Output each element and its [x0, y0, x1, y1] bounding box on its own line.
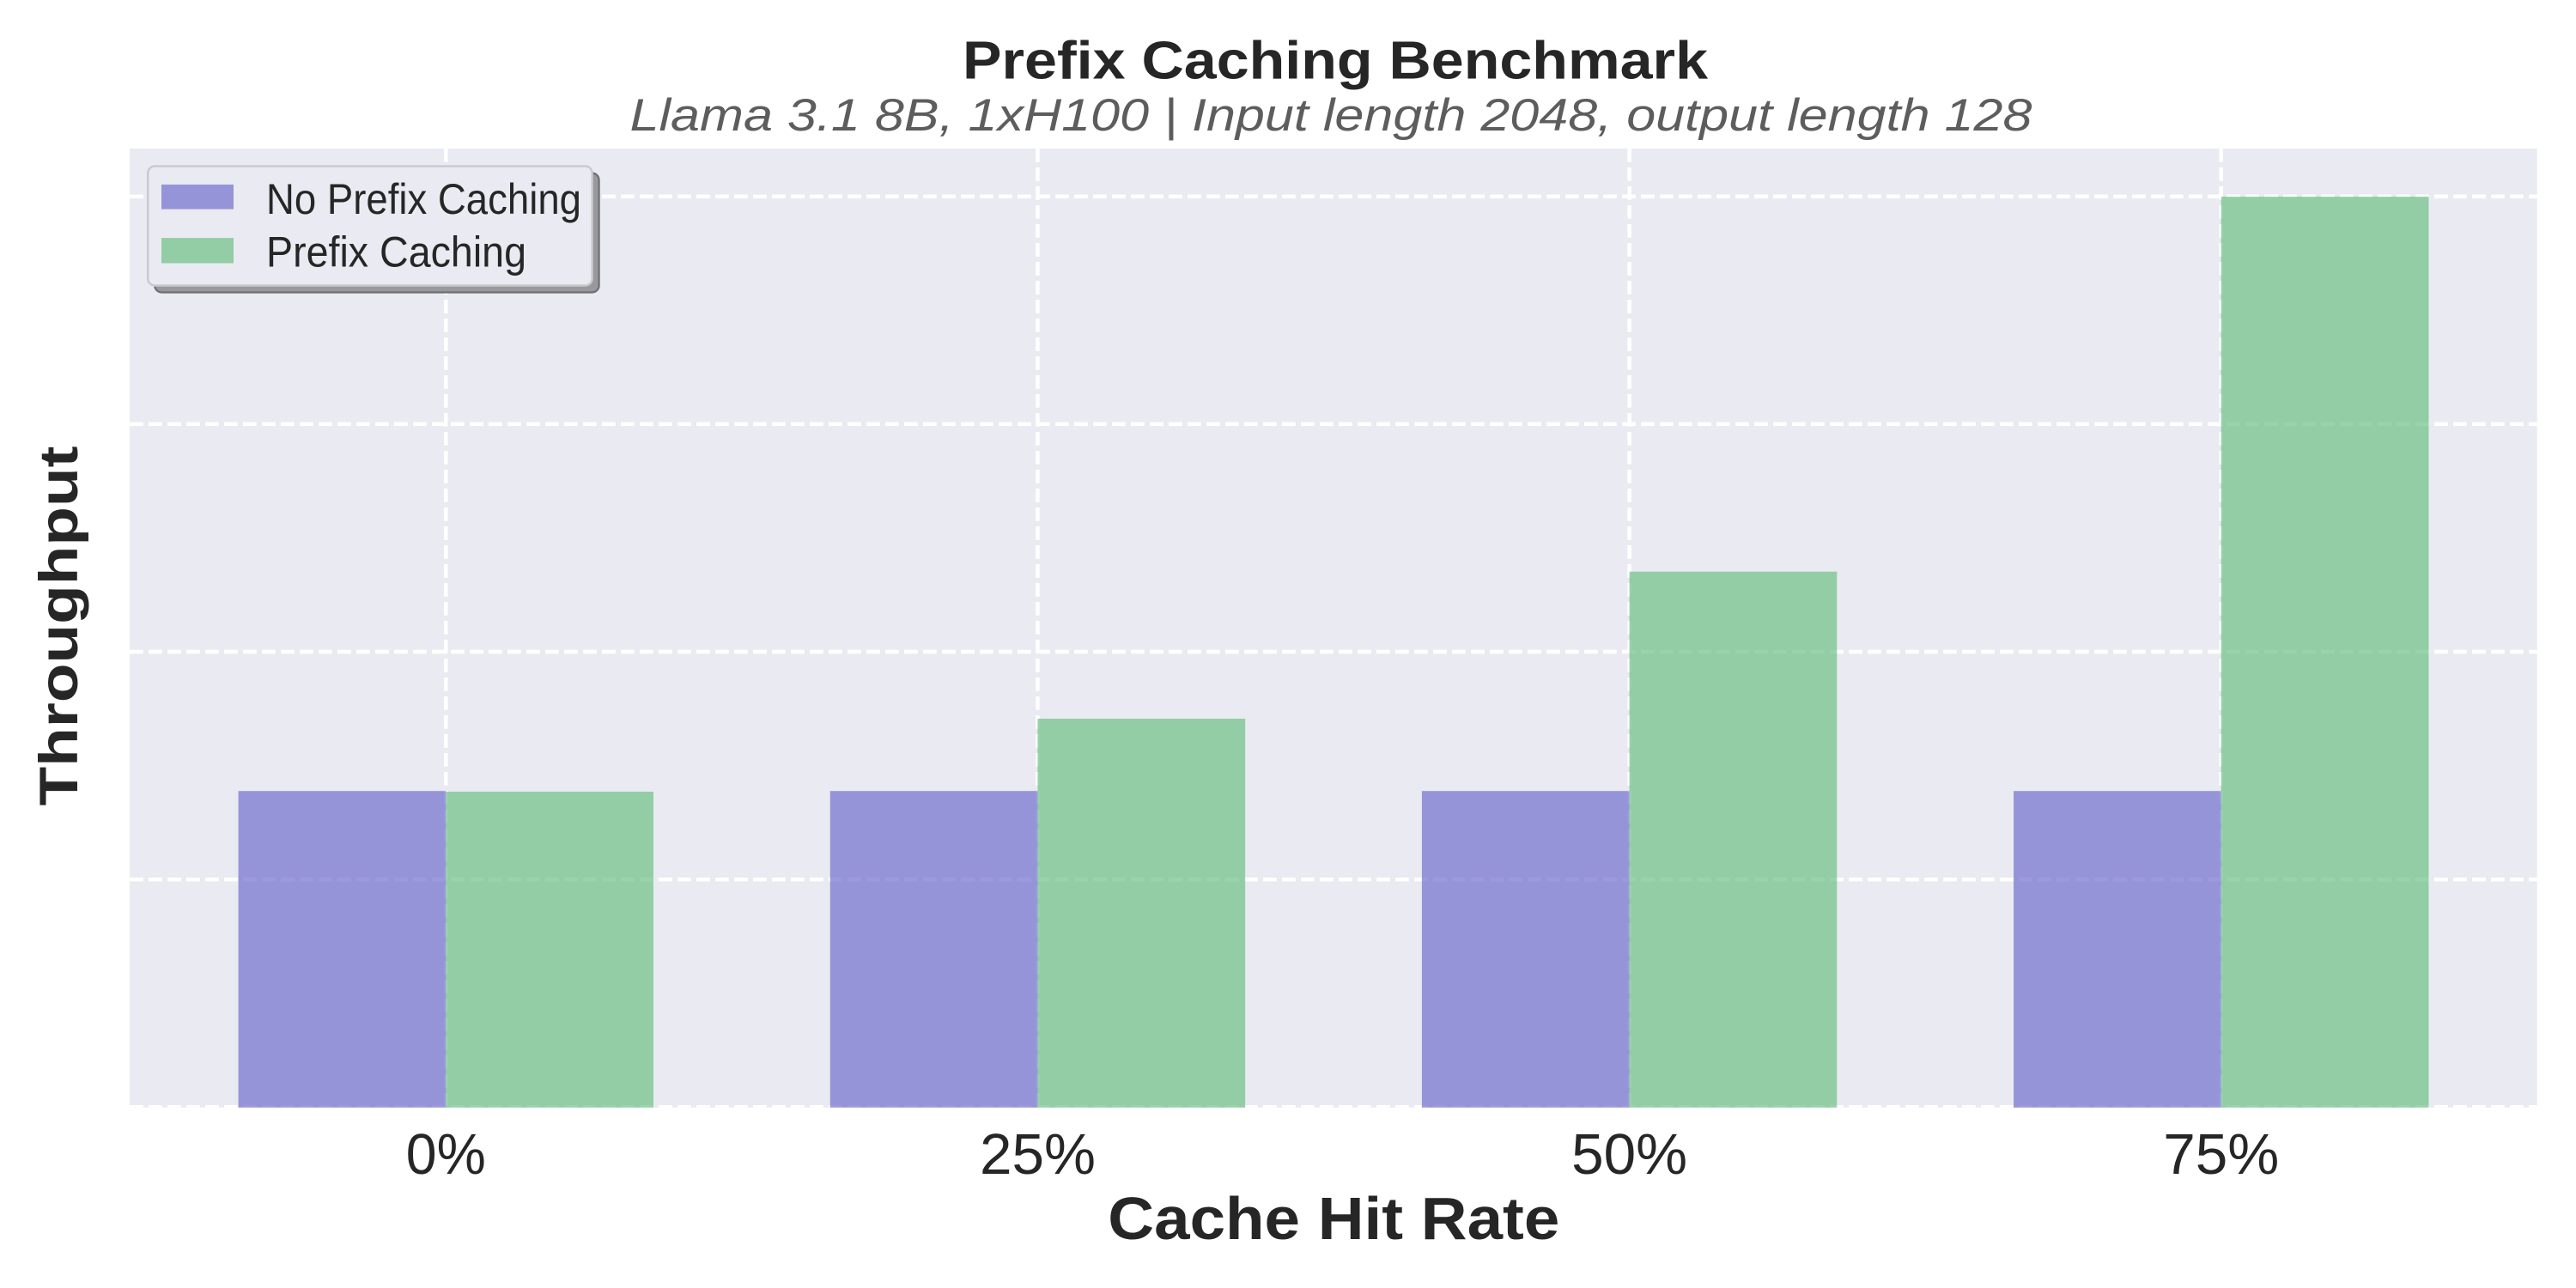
svg-text:Cache Hit Rate: Cache Hit Rate	[1108, 1185, 1559, 1252]
svg-text:50%: 50%	[1571, 1122, 1687, 1187]
svg-text:25%: 25%	[980, 1122, 1096, 1187]
svg-text:75%: 75%	[2163, 1122, 2279, 1187]
svg-text:Prefix Caching Benchmark: Prefix Caching Benchmark	[963, 32, 1709, 91]
svg-text:Prefix Caching: Prefix Caching	[266, 228, 526, 276]
svg-text:Throughput: Throughput	[29, 446, 89, 805]
svg-text:No Prefix Caching: No Prefix Caching	[266, 175, 581, 223]
svg-text:Llama 3.1 8B, 1xH100 | Input l: Llama 3.1 8B, 1xH100 | Input length 2048…	[630, 90, 2033, 141]
svg-text:0%: 0%	[406, 1122, 486, 1187]
